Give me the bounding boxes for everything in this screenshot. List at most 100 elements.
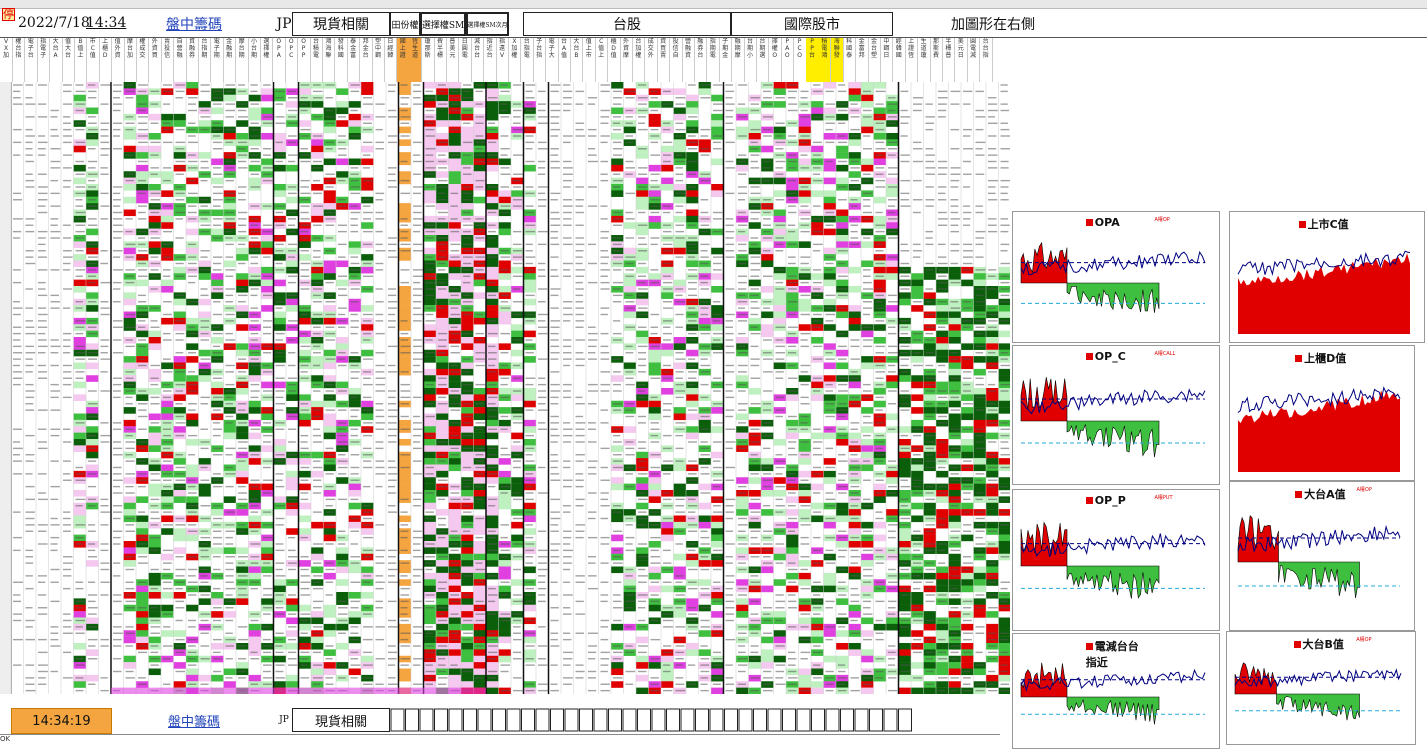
cell-value-mark [288, 160, 296, 163]
cell-value-mark [75, 677, 84, 679]
cell-value-mark [25, 141, 33, 144]
chips-link-text[interactable]: 盤中籌碼 [166, 17, 222, 33]
cell-value-mark [425, 256, 433, 258]
grid-cell [761, 585, 774, 593]
cell-value-mark [375, 415, 385, 418]
grid-cell [473, 439, 486, 446]
grid-cell [861, 451, 874, 459]
cell-value-mark [125, 230, 133, 233]
grid-cell [961, 572, 974, 580]
cell-value-mark [388, 549, 397, 552]
sub-header-cell: 日經韓 [384, 38, 398, 82]
cell-value-mark [150, 141, 161, 144]
grid-cell [186, 534, 199, 542]
grid-cell [686, 490, 699, 497]
grid-cell [848, 324, 861, 331]
cell-value-mark [63, 332, 72, 335]
cell-value-mark [375, 562, 385, 564]
cell-value-mark [200, 84, 210, 86]
grid-cell [873, 388, 886, 395]
cell-value-mark [138, 326, 146, 328]
cell-value-mark [325, 141, 335, 144]
cell-value-mark [288, 390, 296, 392]
cell-value-mark [425, 562, 434, 564]
cell-value-mark [313, 205, 323, 207]
cell-value-mark [425, 90, 433, 93]
cell-value-mark [338, 224, 348, 226]
grid-cell [298, 528, 311, 535]
cell-value-mark [88, 250, 98, 252]
stop-button[interactable]: 停 [2, 8, 15, 21]
grid-cell [911, 630, 924, 637]
grid-cell [986, 502, 999, 510]
chips-link-top[interactable]: 盤中籌碼 [112, 12, 276, 36]
cell-value-mark [363, 409, 372, 411]
cell-value-mark [38, 677, 46, 679]
grid-cell [811, 630, 824, 637]
grid-cell [886, 509, 899, 516]
cell-value-mark [313, 90, 323, 93]
grid-cell [148, 247, 161, 255]
cell-value-mark [150, 517, 160, 520]
cell-value-mark [100, 313, 110, 316]
cell-value-mark [338, 434, 347, 437]
grid-cell [473, 490, 486, 497]
cell-value-mark [288, 352, 296, 354]
grid-cell [198, 375, 211, 382]
grid-cell [773, 439, 786, 446]
grid-cell [736, 426, 749, 433]
cell-value-mark [375, 460, 385, 462]
grid-cell [986, 470, 999, 478]
cell-value-mark [175, 141, 186, 144]
grid-cell [848, 94, 861, 102]
cell-value-mark [250, 224, 259, 226]
cell-value-mark [388, 645, 396, 647]
grid-cell [823, 164, 836, 172]
cell-value-mark [200, 339, 210, 341]
cell-value-mark [363, 339, 371, 341]
cell-value-mark [425, 492, 434, 494]
cell-value-mark [188, 390, 198, 392]
cell-value-mark [238, 262, 246, 265]
cell-value-mark [300, 179, 310, 182]
cell-value-mark [225, 192, 236, 195]
cell-value-mark [100, 250, 108, 252]
grid-cell [73, 279, 86, 287]
cell-value-mark [200, 447, 209, 450]
cell-value-mark [275, 211, 284, 214]
cell-value-mark [88, 332, 98, 335]
grid-cell [861, 241, 874, 248]
grid-cell [798, 286, 811, 293]
cell-value-mark [38, 473, 47, 475]
cell-value-mark [75, 173, 85, 175]
grid-cell [673, 145, 686, 153]
cell-value-mark [238, 587, 247, 590]
cell-value-mark [113, 543, 121, 545]
cell-value-mark [75, 199, 83, 201]
grid-cell [173, 592, 186, 599]
grid-cell [186, 317, 199, 325]
cell-value-mark [413, 556, 423, 558]
grid-cell [711, 592, 724, 599]
cell-value-mark [125, 645, 134, 647]
grid-cell [636, 655, 649, 663]
grid-cell [261, 598, 274, 605]
cell-value-mark [238, 237, 246, 239]
cell-value-mark [38, 313, 48, 316]
data-grid[interactable] [0, 82, 1010, 694]
grid-cell [748, 521, 761, 529]
cell-value-mark [38, 594, 47, 596]
cell-value-mark [325, 179, 335, 182]
grid-cell [948, 413, 961, 421]
cell-value-mark [288, 326, 297, 328]
grid-cell [811, 681, 824, 688]
cell-value-mark [50, 301, 61, 303]
cell-value-mark [338, 390, 347, 392]
cell-value-mark [275, 638, 284, 641]
grid-cell [736, 547, 749, 554]
cell-value-mark [38, 116, 48, 118]
grid-cell [173, 458, 186, 465]
cell-value-mark [275, 568, 283, 571]
